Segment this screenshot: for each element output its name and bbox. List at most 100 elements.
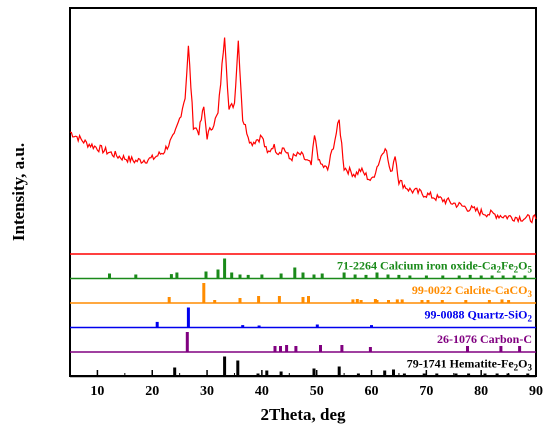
- reference-peak: [320, 273, 324, 279]
- reference-peak: [426, 300, 430, 303]
- label-text: Fe: [501, 259, 514, 273]
- reference-peak: [368, 347, 372, 352]
- reference-peak: [169, 274, 173, 279]
- reference-peak: [487, 300, 491, 303]
- reference-peak: [108, 273, 111, 279]
- x-tick-label: 60: [365, 384, 379, 399]
- reference-peak: [392, 369, 395, 377]
- label-text: 99-0088 Quartz-SiO: [425, 308, 528, 322]
- reference-peak: [238, 298, 242, 303]
- x-tick-label: 30: [200, 384, 214, 399]
- reference-peak: [370, 325, 373, 328]
- reference-peak: [301, 297, 305, 303]
- x-axis-title: 2Theta, deg: [261, 405, 347, 424]
- reference-peak: [301, 272, 305, 279]
- reference-peak: [512, 275, 516, 279]
- x-tick-label: 80: [474, 384, 488, 399]
- reference-patterns: 71-2264 Calcium iron oxide-Ca2Fe2O599-00…: [70, 253, 536, 378]
- reference-peak: [315, 324, 319, 328]
- reference-pattern: 79-1741 Hematite-Fe2O3: [70, 356, 536, 378]
- reference-peak: [466, 346, 469, 352]
- x-tick-label: 70: [419, 384, 433, 399]
- reference-pattern: 26-1076 Carbon-C: [70, 332, 536, 353]
- reference-peak: [375, 300, 379, 303]
- reference-peak: [499, 346, 503, 352]
- reference-label: 26-1076 Carbon-C: [437, 332, 532, 346]
- reference-peak: [257, 296, 261, 303]
- reference-peak: [468, 274, 472, 279]
- reference-peak: [312, 274, 316, 279]
- reference-peak: [479, 275, 483, 279]
- reference-peak: [257, 325, 261, 328]
- reference-peak: [273, 346, 277, 352]
- reference-peak: [236, 360, 240, 377]
- reference-peak: [256, 373, 260, 377]
- label-subscript: 2: [514, 362, 519, 372]
- reference-peak: [319, 345, 322, 352]
- reference-peak: [518, 346, 522, 352]
- reference-peak: [307, 296, 310, 303]
- x-tick-label: 50: [310, 384, 324, 399]
- reference-peak: [340, 345, 344, 352]
- reference-peak: [441, 275, 445, 279]
- label-subscript: 2: [514, 264, 519, 274]
- label-text: 26-1076 Carbon-C: [437, 332, 532, 346]
- reference-pattern: 99-0088 Quartz-SiO2: [70, 307, 536, 329]
- reference-label: 79-1741 Hematite-Fe2O3: [407, 357, 533, 373]
- reference-peak: [495, 373, 499, 377]
- reference-peak: [134, 274, 138, 279]
- reference-peak: [216, 269, 220, 279]
- reference-peak: [223, 258, 227, 279]
- reference-peak: [457, 275, 461, 279]
- label-subscript: 3: [528, 362, 533, 372]
- reference-peak: [483, 373, 487, 377]
- label-text: O: [518, 357, 527, 371]
- reference-peak: [387, 300, 390, 303]
- x-tick-label: 10: [90, 384, 104, 399]
- reference-peak: [420, 300, 424, 303]
- label-subscript: 5: [528, 264, 533, 274]
- reference-peak: [279, 371, 283, 377]
- reference-peak: [402, 373, 406, 377]
- reference-pattern: 99-0022 Calcite-CaCO3: [70, 283, 536, 304]
- reference-peak: [373, 299, 377, 303]
- reference-peak: [279, 346, 282, 352]
- reference-peak: [440, 300, 444, 303]
- reference-peak: [246, 274, 250, 279]
- reference-peak: [223, 356, 227, 377]
- reference-peak: [277, 296, 281, 303]
- reference-peak: [204, 271, 208, 279]
- label-text: 71-2264 Calcium iron oxide-Ca: [337, 259, 496, 273]
- reference-peak: [238, 274, 242, 279]
- reference-peak: [424, 275, 428, 279]
- reference-peak: [422, 373, 426, 377]
- reference-peak: [506, 373, 510, 377]
- reference-peak: [342, 272, 346, 279]
- reference-peak: [383, 370, 387, 377]
- reference-peak: [265, 370, 269, 377]
- label-subscript: 2: [528, 313, 533, 323]
- x-axis: 10 20 30 40 50 60 70 80 90: [90, 370, 543, 399]
- x-tick-label: 90: [529, 384, 543, 399]
- reference-peak: [285, 345, 289, 352]
- reference-pattern: 71-2264 Calcium iron oxide-Ca2Fe2O5: [70, 253, 536, 280]
- reference-peak: [173, 367, 177, 377]
- reference-peak: [293, 267, 297, 279]
- reference-peak: [386, 274, 390, 279]
- reference-label: 99-0088 Quartz-SiO2: [425, 308, 533, 324]
- y-axis-title: Intensity, a.u.: [9, 143, 28, 241]
- reference-peak: [337, 366, 341, 377]
- reference-peak: [395, 299, 399, 303]
- reference-peak: [155, 321, 159, 328]
- reference-peak: [501, 275, 505, 279]
- reference-peak: [467, 373, 471, 377]
- reference-peak: [202, 283, 206, 303]
- reference-peak: [507, 300, 511, 303]
- reference-peak: [241, 325, 245, 328]
- reference-peak: [167, 297, 171, 303]
- reference-peak: [353, 274, 357, 279]
- label-subscript: 3: [528, 289, 533, 299]
- reference-peak: [464, 300, 468, 303]
- reference-peak: [454, 373, 458, 377]
